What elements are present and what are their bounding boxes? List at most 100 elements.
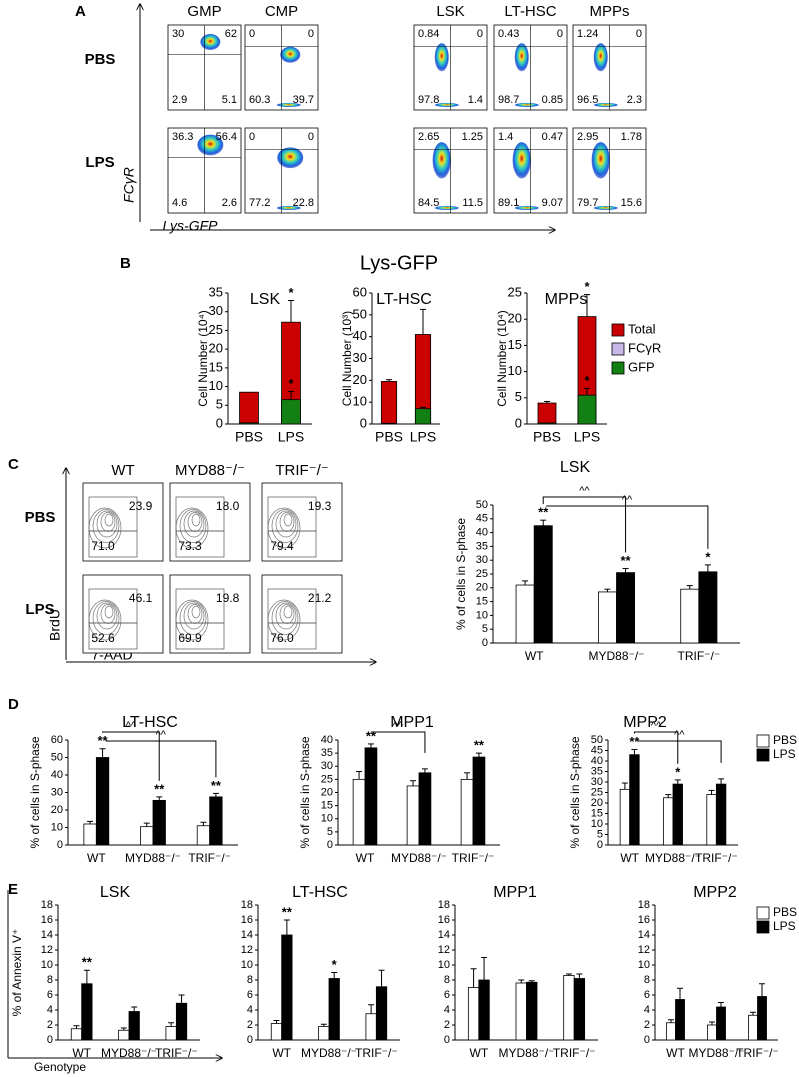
x-tick-label: WT (666, 1046, 685, 1060)
x-tick-label: TRIF⁻/⁻ (677, 649, 720, 663)
y-tick-label: 60 (353, 284, 367, 299)
bar (706, 794, 717, 846)
legend-swatch (611, 323, 625, 337)
quadrant-value: 22.8 (293, 197, 314, 209)
flow-density (591, 142, 610, 179)
y-tick-label: 8 (247, 974, 253, 986)
y-tick-label: 15 (508, 337, 522, 352)
quadrant-value: 2.9 (172, 94, 187, 106)
y-tick-label: 20 (591, 797, 603, 809)
quadrant-value: 2.3 (627, 94, 642, 106)
x-tick-label: MYD88⁻/⁻ (301, 1046, 357, 1060)
contour (104, 513, 114, 527)
legend-swatch (611, 361, 625, 375)
chart-title: LSK (560, 459, 591, 476)
significance: * (705, 549, 711, 564)
y-tick-label: 10 (508, 363, 522, 378)
quadrant-value: 96.5 (577, 94, 598, 106)
bar (666, 1022, 676, 1041)
quadrant-value: 0.43 (498, 28, 519, 40)
x-tick-label: MYD88⁻/⁻ (688, 1046, 744, 1060)
legend-swatch (756, 734, 770, 748)
bracket (546, 505, 709, 549)
x-tick-label: WT (87, 851, 106, 865)
x-tick-label: MYD88⁻/⁻ (101, 1046, 157, 1060)
contour (183, 602, 205, 630)
y-tick-label: 25 (321, 773, 333, 785)
y-tick-label: 0 (216, 415, 223, 430)
legend-swatch (756, 748, 770, 762)
y-tick-label: 14 (241, 929, 253, 941)
quadrant-value: 77.2 (249, 197, 270, 209)
x-tick-label: TRIF⁻/⁻ (553, 1046, 596, 1060)
quadrant-value: 11.5 (462, 197, 483, 209)
gate (267, 530, 317, 558)
flow-density (514, 206, 539, 210)
bar (118, 1029, 130, 1041)
y-axis-label: Cell Number (10³) (340, 311, 354, 406)
gate (175, 530, 225, 558)
y-tick-label: 5 (327, 826, 333, 838)
bar (675, 999, 685, 1041)
x-tick-label: WT (356, 851, 375, 865)
bar (526, 981, 538, 1041)
quadrant-value: 0 (249, 131, 255, 143)
quadrant-value: 15.6 (621, 197, 642, 209)
y-tick-label: 14 (638, 929, 650, 941)
contour (275, 510, 297, 538)
panel-label: B (120, 255, 131, 272)
gate-value: 46.1 (129, 591, 153, 605)
y-tick-label: 16 (638, 914, 650, 926)
bar (239, 391, 259, 425)
contour (179, 601, 207, 635)
bar (95, 757, 110, 846)
y-tick-label: 5 (482, 623, 488, 635)
y-tick-label: 10 (638, 959, 650, 971)
quadrant-value: 36.3 (172, 131, 193, 143)
bar (577, 394, 597, 425)
x-tick-label: WT (72, 1046, 91, 1060)
x-tick-label: LPS (410, 429, 436, 445)
x-tick-label: MYD88⁻/⁻ (125, 851, 181, 865)
x-tick-label: TRIF⁻/⁻ (355, 1046, 398, 1060)
significance: ** (538, 505, 549, 520)
contour (187, 512, 203, 532)
bar (128, 1011, 140, 1041)
y-tick-label: 0 (47, 1034, 53, 1046)
y-tick-label: 8 (47, 974, 53, 986)
contour (100, 512, 116, 532)
y-tick-label: 50 (476, 499, 488, 511)
bracket-label: ^^ (156, 729, 167, 741)
y-tick-label: 0 (57, 839, 63, 851)
bar (716, 1006, 726, 1041)
y-tick-label: 0 (444, 1034, 450, 1046)
y-tick-label: 10 (438, 959, 450, 971)
y-tick-label: 16 (438, 914, 450, 926)
y-tick-label: 0 (644, 1034, 650, 1046)
y-tick-label: 10 (51, 821, 63, 833)
x-tick-label: PBS (533, 429, 561, 445)
row-label: PBS (85, 51, 116, 68)
x-tick-label: MYD88⁻/⁻ (645, 851, 701, 865)
y-tick-label: 16 (241, 914, 253, 926)
flow-density (276, 206, 301, 210)
y-tick-label: 0 (327, 839, 333, 851)
legend-label: PBS (773, 905, 797, 919)
quadrant-value: 98.7 (498, 94, 519, 106)
y-tick-label: 40 (353, 328, 367, 343)
flow-density (200, 34, 221, 50)
y-tick-label: 60 (51, 734, 63, 746)
bar (270, 1023, 283, 1041)
flow-density (593, 43, 608, 72)
bar (515, 584, 535, 644)
axis-label: Lys-GFP (163, 218, 219, 234)
y-tick-label: 25 (591, 786, 603, 798)
y-tick-label: 35 (321, 747, 333, 759)
bar (209, 796, 223, 846)
x-tick-label: TRIF⁻/⁻ (188, 851, 231, 865)
y-tick-label: 40 (321, 734, 333, 746)
significance: ** (629, 734, 640, 749)
y-tick-label: 0 (597, 839, 603, 851)
bar (663, 797, 674, 846)
y-tick-label: 25 (508, 284, 522, 299)
